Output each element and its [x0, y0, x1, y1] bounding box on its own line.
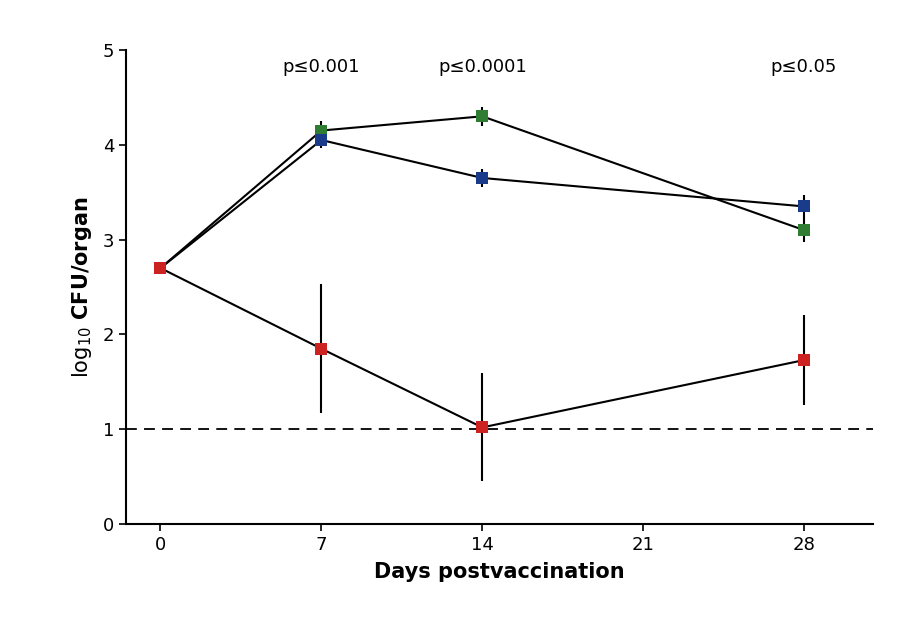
Text: p≤0.05: p≤0.05	[771, 57, 837, 76]
X-axis label: Days postvaccination: Days postvaccination	[374, 562, 625, 582]
Text: p≤0.001: p≤0.001	[283, 57, 360, 76]
Y-axis label: $\mathrm{log_{10}}$ CFU/organ: $\mathrm{log_{10}}$ CFU/organ	[70, 197, 94, 378]
Text: p≤0.0001: p≤0.0001	[438, 57, 526, 76]
